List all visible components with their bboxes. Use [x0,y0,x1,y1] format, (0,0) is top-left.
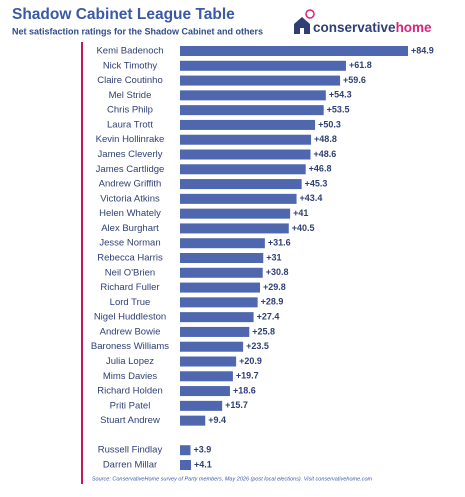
value-label: +29.8 [263,282,286,292]
value-label: +23.5 [246,341,269,351]
logo-icon [294,17,310,34]
bar [180,134,312,145]
value-label: +53.5 [327,105,350,115]
bar [180,341,244,352]
value-label: +61.8 [349,60,372,70]
category-label: Claire Coutinho [97,75,162,86]
logo-door [300,28,304,34]
category-label: Richard Holden [97,386,162,397]
value-label: +31.6 [268,238,291,248]
bar [180,282,261,293]
bar [180,253,264,263]
bar [180,267,263,278]
bar [180,356,237,367]
category-label: Chris Philp [107,105,153,116]
chart-subtitle: Net satisfaction ratings for the Shadow … [12,26,263,36]
value-label: +46.8 [309,164,332,174]
value-label: +4.1 [194,459,212,469]
category-label: Rebecca Harris [97,253,163,264]
category-label: Lord True [110,297,151,308]
bar [180,238,265,249]
bar [180,460,192,470]
category-label: Mims Davies [103,371,158,382]
value-label: +54.3 [329,90,352,100]
value-label: +27.4 [257,312,280,322]
value-label: +40.5 [292,223,315,233]
bar [180,223,289,234]
bar [180,46,408,56]
category-label: Victoria Atkins [100,193,160,204]
value-label: +20.9 [239,356,262,366]
category-label: Stuart Andrew [100,415,160,426]
value-label: +84.9 [411,45,434,55]
logo: conservativehome [294,9,432,35]
category-label: Julia Lopez [106,356,154,367]
chart-title: Shadow Cabinet League Table [12,6,235,23]
bar [180,60,346,71]
bar [180,149,311,160]
bar [180,312,254,323]
bar [180,326,250,337]
category-label: Nick Timothy [103,60,158,71]
value-label: +41 [293,208,308,218]
bar [180,164,306,175]
value-label: +3.9 [193,445,211,455]
bar [180,75,341,86]
category-label: Helen Whately [99,208,161,219]
bar [180,90,326,101]
category-label: Nigel Huddleston [94,312,166,323]
logo-part: home [396,20,432,35]
bar [180,415,206,426]
value-label: +43.4 [300,193,323,203]
bar [180,119,316,130]
bar [180,208,291,219]
value-label: +48.8 [314,134,337,144]
category-label: Richard Fuller [100,282,159,293]
category-label: Alex Burghart [101,223,159,234]
logo-text: conservativehome [313,20,432,35]
category-label: Andrew Griffith [99,179,162,190]
source-note: Source: ConservativeHome survey of Party… [92,476,373,482]
value-label: +50.3 [318,119,341,129]
category-label: Mel Stride [109,90,152,101]
category-label: Kevin Hollinrake [96,134,165,145]
bar [180,105,324,116]
category-label: Priti Patel [110,400,151,411]
bar [180,371,233,382]
value-label: +25.8 [252,326,275,336]
logo-swirl [305,9,315,19]
category-label: Jesse Norman [99,238,160,249]
value-label: +15.7 [225,400,248,410]
bar [180,179,302,190]
value-label: +19.7 [236,371,259,381]
category-label: Kemi Badenoch [96,46,163,57]
category-label: Laura Trott [107,119,153,130]
category-label: Russell Findlay [98,445,163,456]
value-label: +45.3 [305,178,328,188]
value-label: +9.4 [208,415,226,425]
bar [180,445,191,456]
category-label: Darren Millar [103,460,157,471]
logo-part: conservative [313,20,396,35]
value-label: +59.6 [343,75,366,85]
bar [180,400,223,411]
category-label: Neil O'Brien [105,267,155,278]
value-label: +30.8 [266,267,289,277]
category-label: James Cartlidge [96,164,165,175]
bar [180,193,297,204]
category-label: Baroness Williams [91,341,169,352]
value-label: +28.9 [261,297,284,307]
category-label: Andrew Bowie [100,326,161,337]
value-label: +31 [266,252,281,262]
value-label: +18.6 [233,385,256,395]
bar [180,386,230,397]
category-label: James Cleverly [98,149,163,160]
value-label: +48.6 [314,149,337,159]
bar [180,297,258,308]
